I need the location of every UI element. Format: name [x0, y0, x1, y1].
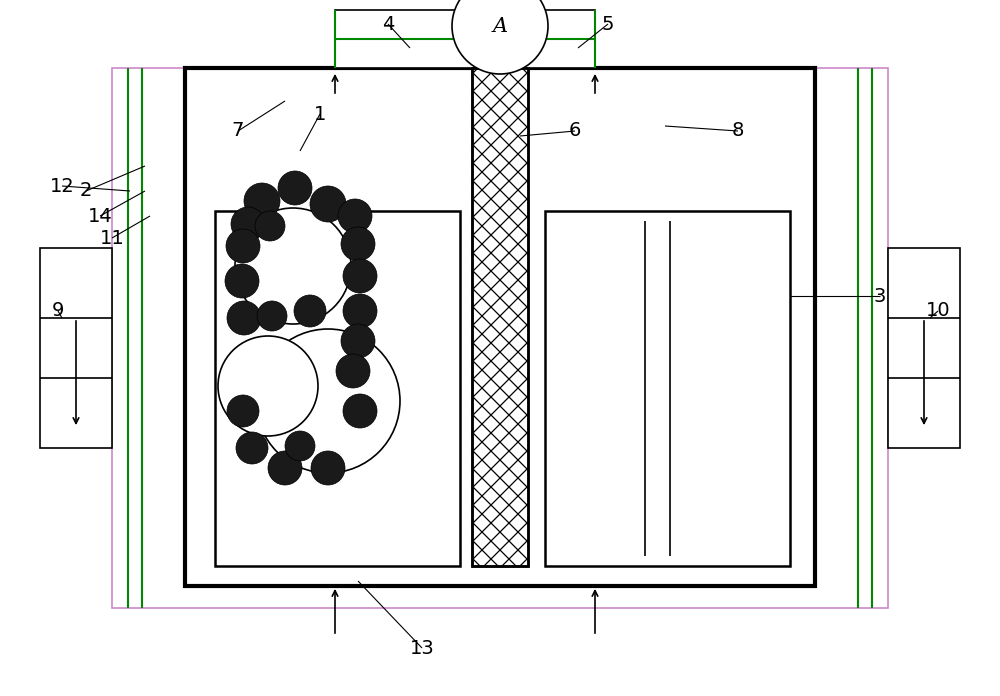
- Circle shape: [343, 394, 377, 428]
- Circle shape: [256, 329, 400, 473]
- Text: 11: 11: [100, 228, 124, 248]
- Text: 9: 9: [52, 301, 64, 320]
- Circle shape: [341, 227, 375, 261]
- Text: 7: 7: [232, 122, 244, 141]
- Text: 2: 2: [80, 182, 92, 200]
- Bar: [888, 248, 960, 448]
- Text: 8: 8: [732, 122, 744, 141]
- Circle shape: [255, 211, 285, 241]
- Circle shape: [227, 395, 259, 427]
- Text: 6: 6: [569, 122, 581, 141]
- Circle shape: [343, 259, 377, 293]
- Circle shape: [244, 183, 280, 219]
- Circle shape: [235, 208, 351, 324]
- Bar: [40, 248, 112, 448]
- Circle shape: [227, 301, 261, 335]
- Circle shape: [294, 295, 326, 327]
- Circle shape: [278, 171, 312, 205]
- Text: 12: 12: [50, 177, 74, 196]
- Circle shape: [226, 229, 260, 263]
- Bar: [215, 211, 460, 566]
- Circle shape: [225, 264, 259, 298]
- Circle shape: [452, 0, 548, 74]
- Circle shape: [311, 451, 345, 485]
- Circle shape: [336, 354, 370, 388]
- Circle shape: [341, 324, 375, 358]
- Circle shape: [218, 336, 318, 436]
- Text: 4: 4: [382, 15, 394, 33]
- Circle shape: [310, 186, 346, 222]
- Text: A: A: [492, 17, 508, 35]
- Bar: [112, 68, 888, 608]
- Circle shape: [257, 301, 287, 331]
- Circle shape: [236, 432, 268, 464]
- Text: 14: 14: [88, 207, 112, 226]
- Text: 3: 3: [874, 287, 886, 306]
- Bar: [472, 68, 528, 566]
- Text: 5: 5: [602, 15, 614, 33]
- Text: 13: 13: [410, 638, 434, 658]
- Bar: [335, 10, 595, 68]
- Circle shape: [338, 199, 372, 233]
- Circle shape: [231, 207, 265, 241]
- Circle shape: [285, 431, 315, 461]
- Text: 10: 10: [926, 301, 950, 320]
- Circle shape: [343, 294, 377, 328]
- Bar: [545, 211, 790, 566]
- Bar: [472, 68, 528, 566]
- Circle shape: [268, 451, 302, 485]
- Bar: [185, 68, 815, 586]
- Text: 1: 1: [314, 104, 326, 123]
